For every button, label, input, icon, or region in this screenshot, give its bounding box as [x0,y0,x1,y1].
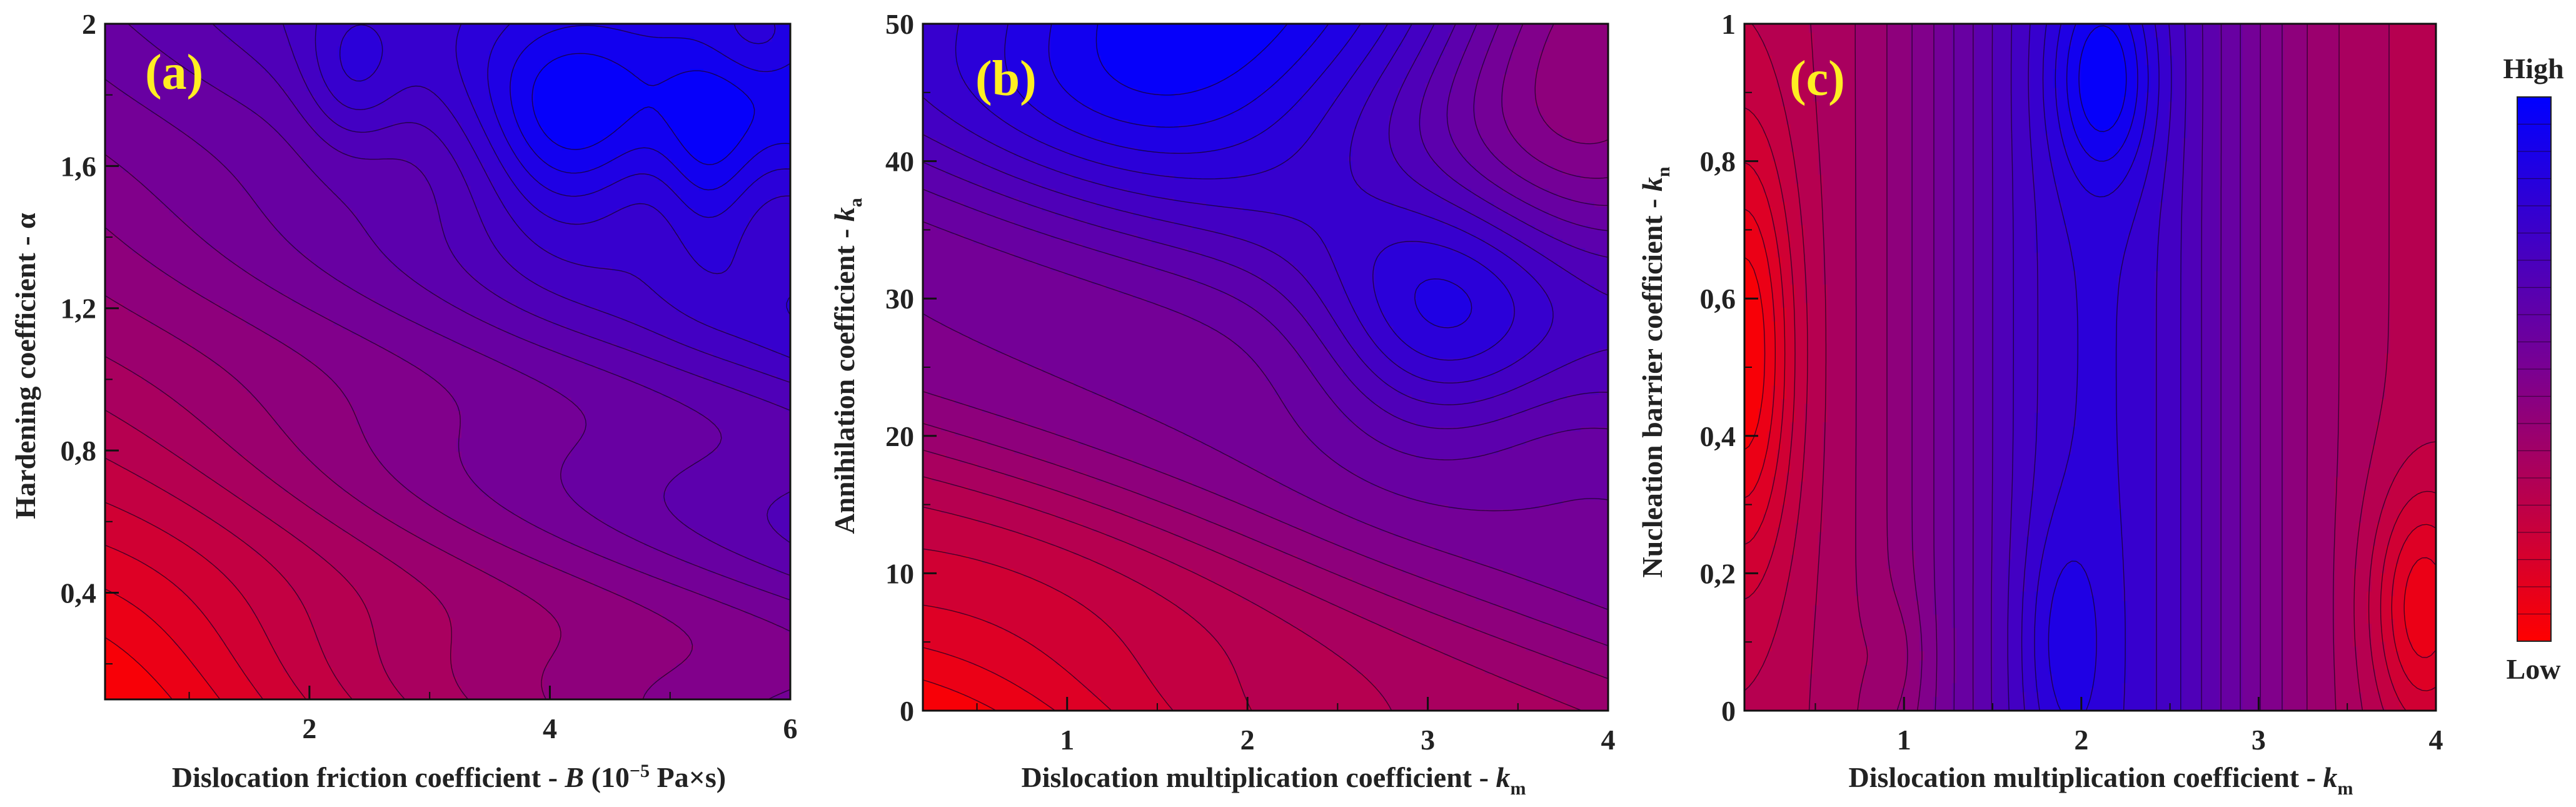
colorbar-high-label: High [2503,53,2563,84]
y-tick-label: 0,2 [1700,557,1736,589]
panel-c-y-axis-label: Nucleation barrier coefficient - kn [1636,166,1674,577]
y-tick-label: 1 [1721,8,1736,40]
panel-b-plot [923,24,1609,711]
y-tick-label: 0 [900,695,914,727]
y-tick-label: 0,8 [61,435,97,467]
x-tick-label: 1 [1060,724,1074,756]
y-tick-label: 10 [885,557,914,589]
panel-c: 1 2 3 4 0 0,2 0,4 0,6 0,8 1 (c) Dislocation multi… [1636,8,2443,799]
panel-b-x-axis-label: Dislocation multiplication coefficient -… [1022,761,1526,799]
contour-fill [923,24,1609,711]
x-tick-label: 6 [783,713,798,744]
x-tick-label: 3 [1421,724,1435,756]
y-tick-label: 0,6 [1700,283,1736,315]
panel-b-label: (b) [975,51,1037,106]
panel-a-y-axis-label: Hardening coefficient - α [9,213,41,519]
panel-a-label: (a) [145,45,203,100]
colorbar: High Low [2503,53,2563,685]
y-tick-label: 30 [885,283,914,315]
y-tick-label: 2 [82,8,96,40]
panel-a-x-axis-label: Dislocation friction coefficient - B (10… [172,761,726,793]
x-tick-label: 2 [1240,724,1255,756]
contour-fill [105,24,791,700]
x-tick-label: 4 [1601,724,1616,756]
y-tick-label: 0,8 [1700,146,1736,178]
colorbar-low-label: Low [2507,653,2561,685]
x-tick-label: 4 [2429,724,2443,756]
x-tick-label: 3 [2251,724,2266,756]
y-tick-label: 1,6 [61,150,97,182]
y-tick-label: 0,4 [61,577,97,609]
y-tick-label: 0,4 [1700,420,1736,452]
panel-c-plot [1744,24,2437,711]
y-tick-label: 0 [1721,695,1736,727]
panel-c-x-axis-label: Dislocation multiplication coefficient -… [1849,761,2353,799]
y-tick-label: 40 [885,146,914,178]
x-tick-label: 4 [543,713,557,744]
contour-fill [1744,24,2437,711]
x-tick-label: 2 [2074,724,2088,756]
panel-a-plot [105,24,791,700]
panel-a: 2 4 6 0,4 0,8 1,2 1,6 2 (a) Dislocation frictio… [9,8,798,793]
contour-figure: 2 4 6 0,4 0,8 1,2 1,6 2 (a) Dislocation frictio… [0,0,2576,807]
x-tick-label: 2 [302,713,316,744]
y-tick-label: 20 [885,420,914,452]
y-tick-label: 50 [885,8,914,40]
y-tick-label: 1,2 [61,293,97,325]
panel-c-label: (c) [1789,51,1845,106]
x-tick-label: 1 [1897,724,1911,756]
panel-b-y-axis-label: Annihilation coefficient - ka [828,198,866,534]
